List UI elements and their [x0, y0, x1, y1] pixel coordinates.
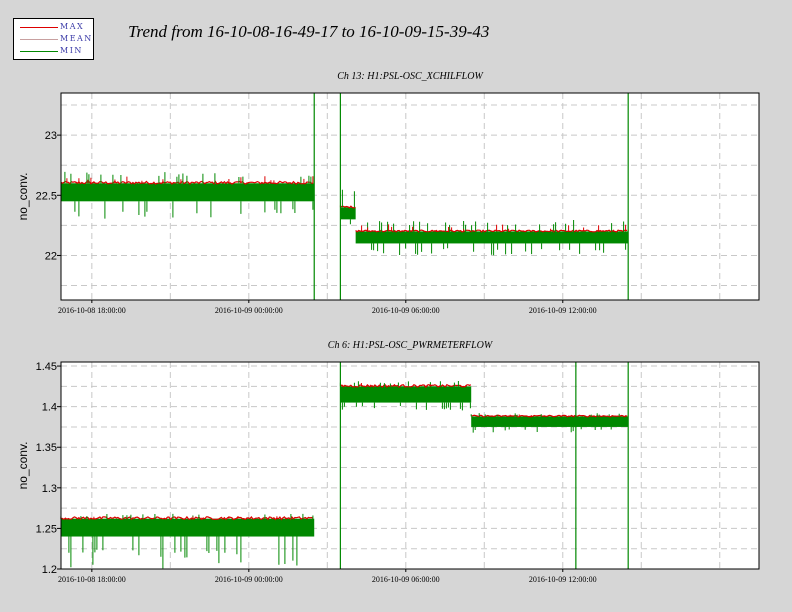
- plot-frame: [60, 361, 760, 570]
- x-tick-label: 2016-10-09 00:00:00: [215, 306, 283, 315]
- y-tick-label: 1.25: [36, 523, 57, 535]
- legend-swatch-min: [20, 51, 58, 52]
- min-band: [60, 183, 315, 202]
- legend-swatch-max: [20, 27, 58, 28]
- x-tick-label: 2016-10-09 12:00:00: [529, 575, 597, 584]
- max-trace: [340, 383, 472, 389]
- max-spikes: [66, 176, 314, 184]
- min-spikes: [367, 220, 627, 256]
- plot-frame: [60, 92, 760, 301]
- min-band: [355, 231, 629, 244]
- min-spikes: [341, 189, 355, 225]
- page-title: Trend from 16-10-08-16-49-17 to 16-10-09…: [128, 22, 490, 41]
- min-band: [471, 416, 629, 427]
- min-band: [60, 518, 315, 537]
- y-axis-label: no_conv.: [16, 442, 30, 490]
- x-tick-label: 2016-10-09 00:00:00: [215, 575, 283, 584]
- y-tick-label: 1.2: [42, 564, 57, 576]
- min-band: [340, 386, 472, 403]
- y-tick-label: 1.35: [36, 442, 57, 454]
- legend-item-mean: MEAN: [14, 33, 95, 45]
- min-spikes: [470, 413, 620, 433]
- x-tick-label: 2016-10-09 12:00:00: [529, 306, 597, 315]
- max-trace: [60, 515, 314, 521]
- y-tick-label: 22: [45, 250, 57, 262]
- y-tick-label: 22.5: [36, 190, 57, 202]
- chart-title: Ch 13: H1:PSL-OSC_XCHILFLOW: [337, 71, 484, 82]
- legend-label-min: MIN: [60, 46, 83, 55]
- series-traces: [60, 93, 629, 300]
- y-tick-label: 1.3: [42, 483, 57, 495]
- max-spikes: [485, 414, 622, 417]
- chart-title: Ch 6: H1:PSL-OSC_PWRMETERFLOW: [328, 340, 494, 351]
- series-traces: [60, 362, 629, 569]
- chart-1: Ch 13: H1:PSL-OSC_XCHILFLOW no_conv. 22 22.…: [16, 71, 760, 315]
- x-tick-label: 2016-10-09 06:00:00: [372, 575, 440, 584]
- legend-label-max: MAX: [60, 22, 85, 31]
- y-axis-label: no_conv.: [16, 173, 30, 221]
- max-trace: [355, 229, 628, 233]
- x-tick-label: 2016-10-09 06:00:00: [372, 306, 440, 315]
- x-tick-label: 2016-10-08 18:00:00: [58, 306, 126, 315]
- legend-item-max: MAX: [14, 21, 95, 33]
- legend-item-min: MIN: [14, 45, 95, 57]
- chart-legend: MAX MEAN MIN: [13, 18, 94, 60]
- y-tick-label: 1.45: [36, 361, 57, 373]
- x-tick-label: 2016-10-08 18:00:00: [58, 575, 126, 584]
- min-band: [340, 207, 356, 220]
- legend-swatch-mean: [20, 39, 58, 40]
- legend-label-mean: MEAN: [60, 34, 93, 43]
- min-spikes: [64, 171, 314, 219]
- max-spikes: [361, 224, 627, 232]
- y-tick-label: 1.4: [42, 402, 57, 414]
- max-spikes: [342, 383, 467, 387]
- y-tick-label: 23: [45, 130, 57, 142]
- chart-2: Ch 6: H1:PSL-OSC_PWRMETERFLOW no_conv. 1.2…: [16, 340, 760, 584]
